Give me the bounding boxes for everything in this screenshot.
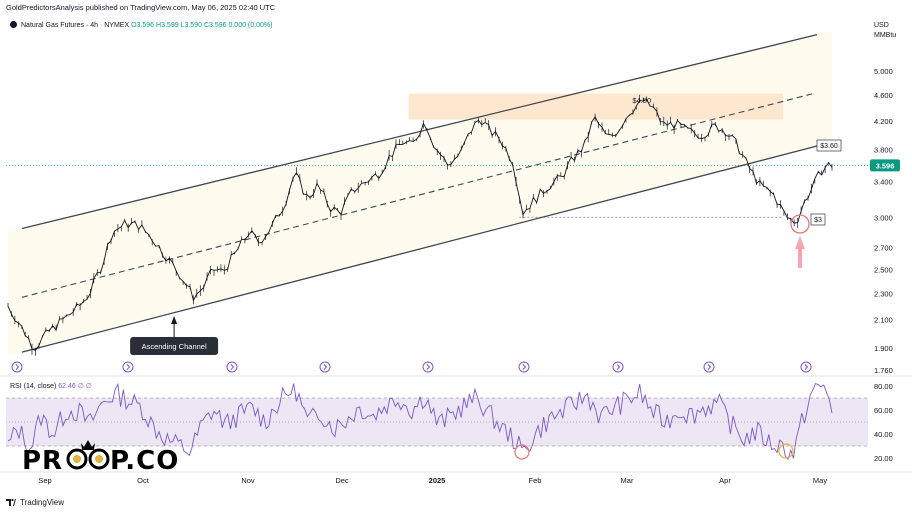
logo-eye-left-icon	[66, 448, 88, 470]
channel-fill	[8, 30, 832, 356]
up-arrow-icon	[795, 236, 805, 268]
channel-upper-line[interactable]	[21, 34, 818, 230]
event-marker-arrow-icon	[804, 364, 809, 370]
price-axis-tick: 4.200	[874, 117, 893, 126]
symbol-name: Natural Gas Futures · 4h · NYMEX	[21, 22, 130, 29]
event-marker-icon[interactable]	[518, 361, 530, 373]
event-marker-arrow-icon	[616, 364, 621, 370]
logo-eye-right-icon	[88, 448, 110, 470]
ascending-channel-label: Ascending Channel	[142, 342, 207, 351]
price-axis-tick: 3.800	[874, 146, 893, 155]
event-marker-icon[interactable]	[422, 361, 434, 373]
label-3-60-box[interactable]	[816, 139, 842, 152]
price-axis-tick: 2.300	[874, 289, 893, 298]
event-marker-icon[interactable]	[226, 361, 238, 373]
logo-text-right: P.CO	[110, 446, 179, 476]
event-marker-arrow-icon	[126, 364, 131, 370]
event-marker-arrow-icon	[522, 364, 527, 370]
event-marker-arrow-icon	[707, 364, 712, 370]
price-axis-tick: 1.760	[874, 366, 893, 375]
time-axis-tick: Feb	[529, 476, 542, 485]
time-axis-tick: Oct	[137, 476, 150, 485]
time-axis-tick: May	[813, 476, 827, 485]
label-4-50: $4.50	[632, 96, 651, 105]
currency-label[interactable]: USD MMBtu	[874, 21, 896, 41]
currency-code: USD	[874, 22, 889, 29]
price-axis-tick: 4.600	[874, 91, 893, 100]
price-axis-tick: 2.700	[874, 243, 893, 252]
rsi-legend[interactable]: RSI (14, close) 62.46 ∅ ∅	[10, 383, 92, 390]
price-axis-tick: 2.500	[874, 265, 893, 274]
low-highlight-circle[interactable]	[790, 214, 810, 234]
open-value: O3.596	[131, 22, 155, 29]
close-value: C3.596	[203, 22, 227, 29]
rsi-axis-tick: 20.00	[874, 454, 893, 463]
event-marker-arrow-icon	[15, 364, 20, 370]
label-3-60: $3.60	[820, 143, 838, 150]
event-marker-arrow-icon	[230, 364, 235, 370]
event-marker-icon[interactable]	[800, 361, 812, 373]
event-marker-arrow-icon	[323, 364, 328, 370]
change-value: 0.000 (0.00%)	[228, 22, 273, 29]
logo-pupil-left-icon	[73, 455, 81, 463]
last-price-label: 3.596	[876, 161, 895, 170]
proop-logo: PR P.CO	[22, 440, 179, 476]
price-axis-tick: 2.100	[874, 315, 893, 324]
channel-pointer-icon	[171, 316, 178, 324]
rsi-line[interactable]	[7, 382, 833, 461]
tradingview-brand: TradingView	[20, 497, 65, 507]
rsi-axis-tick: 80.00	[874, 382, 893, 391]
event-marker-icon[interactable]	[703, 361, 715, 373]
rsi-axis-tick: 40.00	[874, 430, 893, 439]
time-axis-tick: Dec	[335, 476, 349, 485]
label-3: $3	[814, 217, 822, 224]
label-3-box[interactable]	[810, 213, 826, 226]
channel-middle-line[interactable]	[21, 93, 813, 298]
last-price-badge[interactable]	[870, 159, 900, 172]
resistance-zone[interactable]	[408, 93, 784, 120]
logo-crown-icon	[81, 440, 95, 450]
time-axis-tick: Nov	[241, 476, 255, 485]
rsi-low-circle-gold[interactable]	[778, 443, 794, 459]
rsi-legend-value: 62.46 ∅ ∅	[58, 383, 92, 390]
time-axis-tick: Apr	[719, 476, 731, 485]
time-axis-tick: Mar	[621, 476, 634, 485]
tradingview-footer[interactable]: TradingView	[6, 497, 64, 507]
event-marker-icon[interactable]	[11, 361, 23, 373]
high-value: H3.599	[156, 22, 179, 29]
event-marker-icon[interactable]	[319, 361, 331, 373]
publisher-line: GoldPredictorsAnalysis published on Trad…	[6, 3, 276, 12]
logo-text-left: PR	[22, 446, 63, 476]
ascending-channel-label-box[interactable]	[130, 337, 219, 355]
time-axis-tick: 2025	[429, 476, 446, 485]
rsi-low-circle[interactable]	[514, 444, 530, 460]
event-marker-icon[interactable]	[612, 361, 624, 373]
price-axis-tick: 1.900	[874, 344, 893, 353]
event-marker-icon[interactable]	[122, 361, 134, 373]
low-value: L3.590	[180, 22, 202, 29]
price-axis-tick: 3.000	[874, 213, 893, 222]
tradingview-logo-icon	[6, 498, 16, 506]
price-axis-tick: 5.000	[874, 67, 893, 76]
price-axis-tick: 3.400	[874, 177, 893, 186]
currency-unit: MMBtu	[874, 32, 897, 39]
time-axis-tick: Sep	[38, 476, 51, 485]
logo-pupil-right-icon	[95, 455, 103, 463]
price-series-line[interactable]	[7, 98, 833, 351]
rsi-axis-tick: 60.00	[874, 406, 893, 415]
symbol-legend[interactable]: Natural Gas Futures · 4h · NYMEX O3.596 …	[10, 21, 272, 29]
symbol-status-icon	[10, 21, 17, 28]
channel-lower-line[interactable]	[21, 145, 818, 353]
event-marker-arrow-icon	[426, 364, 431, 370]
